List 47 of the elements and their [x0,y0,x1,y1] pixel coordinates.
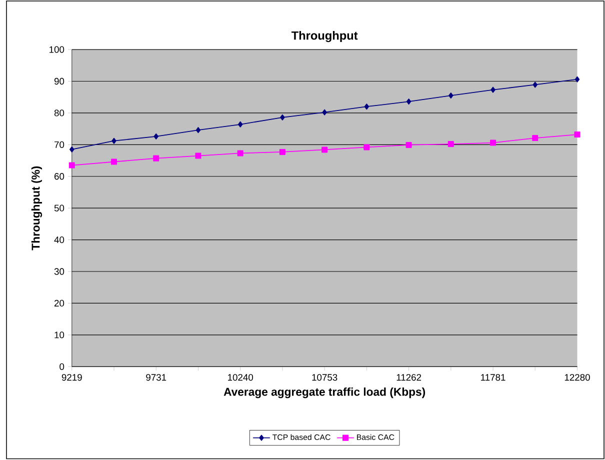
point [532,135,538,142]
y-axis-title: Throughput (%) [31,166,42,250]
y-tick-label: 60 [54,173,64,180]
x-tick-label: 11781 [481,374,506,381]
point [70,146,74,153]
point [237,150,244,156]
point [490,86,496,93]
y-tick-label: 80 [54,110,64,116]
point [154,134,158,140]
y-tick-label: 20 [54,300,64,307]
y-tick-label: 0 [60,363,64,370]
x-tick-label: 10240 [228,374,253,381]
point [448,92,454,99]
x-tick-label: 9219 [62,374,82,381]
point [280,114,285,121]
x-axis-title: Average aggregate traffic load (Kbps) [224,388,426,398]
point [110,158,118,165]
y-tick-label: 10 [54,332,64,338]
point [196,127,201,134]
point [279,149,286,156]
y-tick-label: 40 [54,236,64,244]
y-tick-label: 70 [54,141,64,148]
point [68,162,75,168]
point [448,141,454,148]
point [112,138,116,144]
x-tick-label: 12280 [564,374,590,381]
point [322,109,327,116]
point [532,82,538,88]
point [406,142,412,148]
point [406,98,412,105]
point [238,121,243,128]
point [574,132,580,138]
point [195,152,202,159]
point [322,146,328,153]
y-tick-label: 90 [54,78,64,85]
x-tick-label: 11262 [396,374,422,381]
point [490,140,496,146]
x-tick-label: 9731 [146,374,166,381]
y-tick-label: 30 [54,268,64,275]
point [364,104,370,110]
x-tick-label: 10753 [312,374,338,381]
y-tick-label: 100 [50,46,64,53]
point [153,155,160,162]
point [574,76,580,82]
point [364,144,370,150]
y-tick-label: 50 [54,204,64,212]
chart-title: Throughput [291,31,358,42]
